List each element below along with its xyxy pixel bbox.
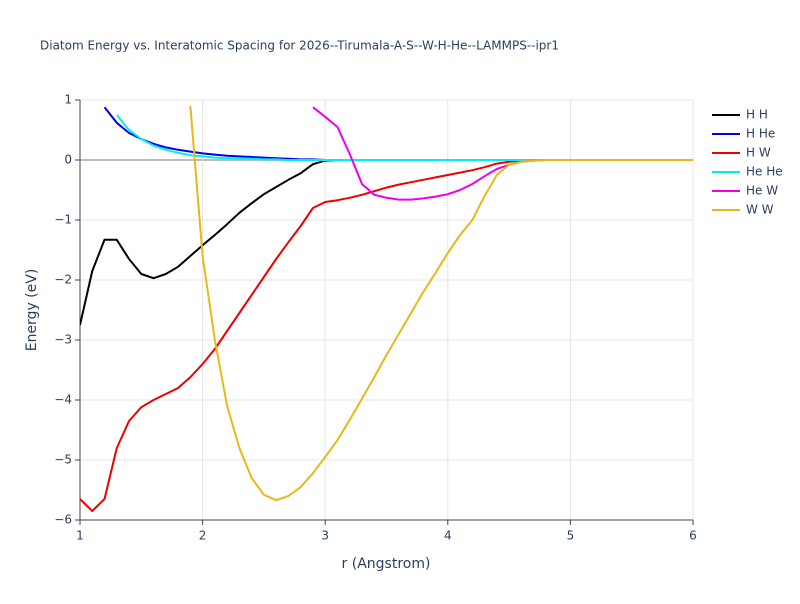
x-tick-label: 1 xyxy=(76,529,84,543)
y-tick-label: −1 xyxy=(54,213,72,227)
y-tick-label: −6 xyxy=(54,513,72,527)
x-tick-label: 4 xyxy=(444,529,452,543)
series-line xyxy=(80,159,693,512)
chart-title: Diatom Energy vs. Interatomic Spacing fo… xyxy=(40,39,559,53)
x-axis-label: r (Angstrom) xyxy=(342,556,431,572)
series-line xyxy=(80,159,693,326)
series-line xyxy=(312,106,693,201)
plot-area xyxy=(80,105,693,512)
x-tick-label: 5 xyxy=(567,529,575,543)
legend-label: He He xyxy=(746,165,783,179)
series-line xyxy=(189,105,693,502)
x-tick-label: 6 xyxy=(689,529,697,543)
legend-label: H He xyxy=(746,127,775,141)
legend-label: W W xyxy=(746,203,774,217)
y-tick-label: −4 xyxy=(54,393,72,407)
y-tick-label: −3 xyxy=(54,333,72,347)
series-line xyxy=(116,114,693,161)
y-tick-label: 0 xyxy=(64,153,72,167)
x-tick-label: 3 xyxy=(321,529,329,543)
y-tick-label: −2 xyxy=(54,273,72,287)
legend-label: H W xyxy=(746,146,771,160)
y-axis-label: Energy (eV) xyxy=(24,269,40,352)
y-tick-label: −5 xyxy=(54,453,72,467)
legend-label: He W xyxy=(746,184,778,198)
x-tick-label: 2 xyxy=(199,529,207,543)
legend-label: H H xyxy=(746,108,768,122)
y-tick-label: 1 xyxy=(64,93,72,107)
